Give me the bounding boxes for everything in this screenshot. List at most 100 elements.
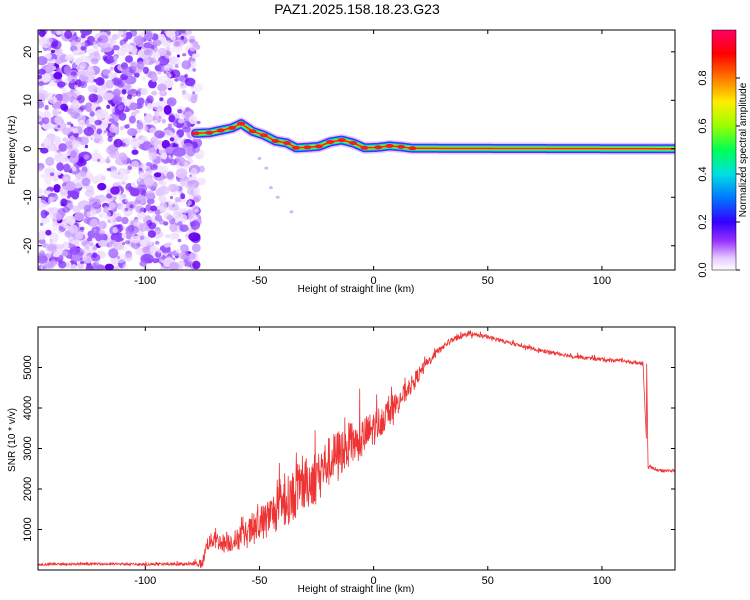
noise-speckle bbox=[98, 229, 106, 235]
noise-speckle bbox=[127, 165, 133, 171]
noise-speckle bbox=[94, 119, 102, 126]
noise-speckle bbox=[159, 90, 168, 97]
noise-speckle bbox=[103, 206, 109, 213]
noise-speckle bbox=[171, 191, 178, 196]
noise-speckle bbox=[154, 65, 161, 71]
noise-speckle bbox=[106, 104, 111, 110]
colorbar-ticks: 0.0 0.2 0.4 0.6 0.8 bbox=[697, 70, 740, 278]
noise-speckle bbox=[135, 205, 145, 214]
noise-speckle bbox=[115, 253, 127, 264]
noise-speckle bbox=[90, 253, 101, 262]
noise-speckle bbox=[85, 119, 93, 127]
x-tick-label: 100 bbox=[593, 275, 611, 287]
snr-y-label: SNR (10 * v/v) bbox=[7, 408, 18, 472]
noise-speckle bbox=[191, 243, 201, 253]
noise-speckle bbox=[95, 134, 100, 140]
noise-speckle bbox=[83, 255, 92, 264]
noise-speckle bbox=[184, 265, 190, 270]
noise-speckle bbox=[97, 183, 106, 190]
noise-speckle bbox=[74, 212, 85, 222]
noise-speckle bbox=[115, 216, 123, 223]
noise-speckle bbox=[113, 55, 118, 61]
noise-speckle bbox=[169, 137, 175, 142]
noise-speckle bbox=[140, 239, 148, 248]
noise-speckle bbox=[38, 89, 49, 100]
noise-speckle bbox=[60, 103, 68, 111]
noise-speckle bbox=[131, 149, 139, 155]
noise-speckle bbox=[133, 35, 145, 45]
noise-speckle bbox=[38, 74, 43, 80]
noise-speckle bbox=[143, 113, 154, 124]
ridge-peak bbox=[228, 125, 237, 130]
noise-speckle bbox=[186, 183, 196, 191]
noise-speckle bbox=[79, 226, 85, 231]
noise-speckle bbox=[40, 222, 44, 226]
noise-speckle bbox=[58, 111, 62, 115]
noise-speckle bbox=[110, 186, 120, 195]
noise-speckle bbox=[93, 261, 100, 267]
noise-speckle bbox=[151, 90, 158, 96]
spectrogram-y-label: Frequency (Hz) bbox=[7, 116, 18, 185]
y-tick-label: -10 bbox=[22, 189, 34, 205]
noise-speckle bbox=[89, 218, 99, 228]
noise-speckle bbox=[129, 102, 138, 111]
noise-speckle bbox=[164, 54, 170, 59]
noise-speckle bbox=[38, 199, 48, 210]
noise-speckle bbox=[81, 42, 86, 47]
noise-speckle bbox=[112, 88, 121, 97]
noise-speckle bbox=[87, 65, 94, 73]
snr-y-ticks: 5000 4000 3000 2000 1000 bbox=[22, 355, 675, 542]
noise-speckle bbox=[100, 119, 109, 130]
noise-speckle bbox=[167, 123, 172, 128]
noise-speckle bbox=[140, 87, 149, 96]
noise-speckle bbox=[54, 149, 64, 159]
noise-speckle bbox=[108, 118, 115, 123]
noise-speckle bbox=[154, 214, 163, 222]
noise-speckle bbox=[87, 77, 94, 84]
noise-speckle bbox=[42, 117, 50, 125]
noise-speckle bbox=[194, 208, 200, 213]
noise-speckle bbox=[55, 67, 62, 72]
noise-speckle bbox=[47, 62, 54, 69]
noise-speckle bbox=[152, 52, 161, 59]
noise-speckle bbox=[75, 231, 84, 240]
noise-speckle bbox=[105, 158, 111, 164]
noise-speckle bbox=[130, 137, 141, 148]
ridge-tail-speck bbox=[289, 210, 294, 214]
x-tick-label: -100 bbox=[134, 275, 156, 287]
noise-speckle bbox=[90, 136, 94, 141]
noise-speckle bbox=[136, 61, 145, 70]
noise-speckle bbox=[147, 230, 156, 238]
noise-speckle bbox=[129, 204, 134, 209]
noise-speckle bbox=[64, 91, 78, 101]
noise-speckle bbox=[164, 71, 172, 79]
noise-speckle bbox=[150, 205, 158, 212]
noise-speckle bbox=[122, 154, 128, 161]
colorbar-tick-label: 0.0 bbox=[697, 262, 709, 277]
noise-speckle bbox=[146, 198, 155, 205]
noise-speckle bbox=[184, 77, 196, 87]
noise-speckle bbox=[125, 189, 129, 194]
noise-speckle bbox=[49, 238, 53, 244]
noise-speckle bbox=[143, 42, 152, 49]
ridge-peak bbox=[408, 146, 417, 151]
noise-speckle bbox=[93, 41, 97, 45]
ridge-peak bbox=[260, 133, 268, 138]
noise-speckle bbox=[113, 138, 123, 148]
noise-speckle bbox=[169, 159, 177, 166]
noise-speckle bbox=[56, 162, 64, 172]
noise-speckle bbox=[95, 173, 106, 183]
snr-series-line bbox=[38, 330, 675, 568]
noise-speckle bbox=[145, 204, 152, 211]
y-tick-label: 2000 bbox=[22, 477, 34, 501]
chart-title: PAZ1.2025.158.18.23.G23 bbox=[274, 1, 440, 17]
noise-speckle bbox=[80, 260, 85, 265]
noise-speckle bbox=[181, 207, 189, 214]
noise-speckle bbox=[134, 109, 140, 114]
noise-speckle bbox=[174, 57, 181, 66]
noise-speckle bbox=[56, 81, 66, 88]
x-tick-label: 100 bbox=[593, 575, 611, 587]
noise-speckle bbox=[62, 206, 70, 213]
x-tick-label: -50 bbox=[252, 575, 268, 587]
noise-speckle bbox=[95, 232, 108, 243]
